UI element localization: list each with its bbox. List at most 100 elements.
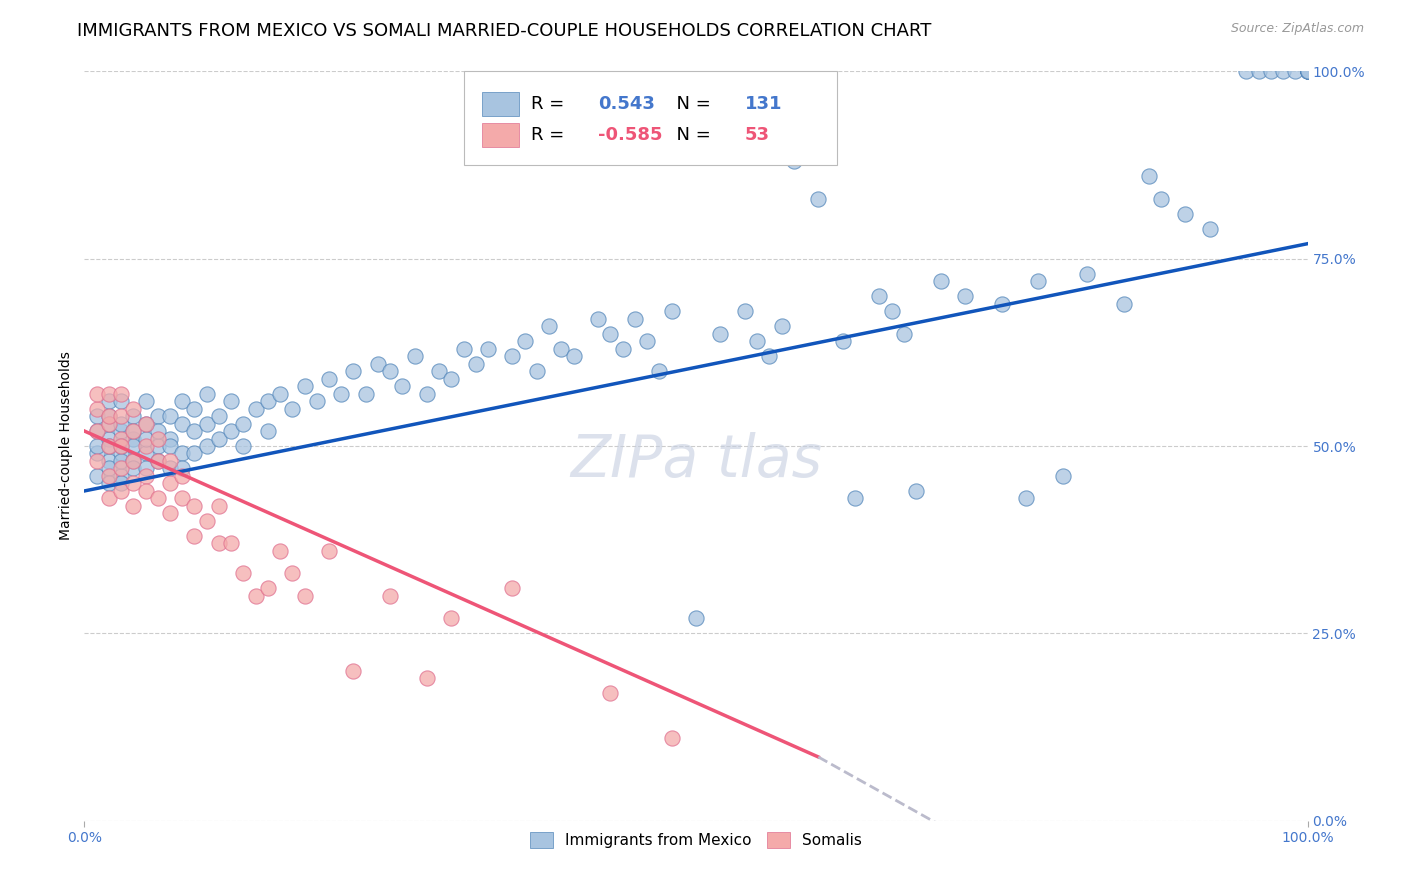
Point [208, 499, 231, 513]
Point [110, 469, 132, 483]
Point [122, 454, 145, 468]
Point [502, 582, 524, 596]
Point [586, 311, 609, 326]
Point [477, 342, 499, 356]
Point [135, 394, 157, 409]
Point [122, 432, 145, 446]
Point [1272, 64, 1295, 78]
Point [172, 417, 194, 431]
Point [269, 544, 291, 558]
Point [440, 371, 463, 385]
Point [342, 664, 364, 678]
Point [440, 611, 463, 625]
Point [135, 469, 157, 483]
Point [110, 409, 132, 423]
Point [624, 311, 647, 326]
Point [172, 461, 194, 475]
Point [97, 469, 120, 483]
Point [953, 289, 976, 303]
Point [807, 192, 830, 206]
Point [734, 304, 756, 318]
Point [380, 589, 402, 603]
Point [122, 499, 145, 513]
Point [380, 364, 402, 378]
Point [110, 483, 132, 498]
Point [110, 446, 132, 460]
Point [110, 476, 132, 491]
Point [367, 357, 389, 371]
Point [110, 424, 132, 438]
Point [453, 342, 475, 356]
Text: N =: N = [665, 126, 717, 144]
Point [146, 432, 169, 446]
Point [122, 439, 145, 453]
FancyBboxPatch shape [464, 71, 837, 165]
Point [1296, 64, 1319, 78]
Point [159, 432, 181, 446]
Point [86, 469, 108, 483]
Point [146, 454, 169, 468]
Point [1015, 491, 1038, 506]
Point [1296, 64, 1319, 78]
Point [183, 424, 205, 438]
Point [391, 379, 413, 393]
Point [97, 417, 120, 431]
Point [110, 454, 132, 468]
Point [97, 394, 120, 409]
Text: IMMIGRANTS FROM MEXICO VS SOMALI MARRIED-COUPLE HOUSEHOLDS CORRELATION CHART: IMMIGRANTS FROM MEXICO VS SOMALI MARRIED… [77, 22, 932, 40]
Point [1076, 267, 1098, 281]
Point [257, 394, 280, 409]
Point [135, 432, 157, 446]
Point [172, 446, 194, 460]
Point [1174, 207, 1197, 221]
Point [416, 386, 439, 401]
Point [1247, 64, 1270, 78]
Point [195, 514, 218, 528]
Point [183, 499, 205, 513]
Point [122, 424, 145, 438]
Point [269, 386, 291, 401]
Point [1296, 64, 1319, 78]
Point [1198, 221, 1220, 235]
Point [86, 409, 108, 423]
Y-axis label: Married-couple Households: Married-couple Households [59, 351, 73, 541]
Point [747, 334, 769, 348]
Point [97, 461, 120, 475]
Point [783, 154, 806, 169]
Point [86, 454, 108, 468]
Point [97, 417, 120, 431]
Point [1114, 296, 1136, 310]
Point [1296, 64, 1319, 78]
Point [97, 409, 120, 423]
Point [122, 401, 145, 416]
Point [159, 476, 181, 491]
Point [159, 461, 181, 475]
Point [219, 394, 242, 409]
Point [146, 409, 169, 423]
Point [599, 326, 621, 341]
Point [159, 439, 181, 453]
Point [869, 289, 891, 303]
Point [122, 461, 145, 475]
Point [110, 439, 132, 453]
Point [636, 334, 658, 348]
Point [538, 319, 561, 334]
Point [831, 334, 853, 348]
Point [709, 326, 731, 341]
Point [86, 424, 108, 438]
Point [758, 349, 780, 363]
Point [86, 401, 108, 416]
Point [232, 566, 254, 581]
Point [97, 439, 120, 453]
Point [146, 439, 169, 453]
Point [427, 364, 450, 378]
Point [232, 439, 254, 453]
Point [1296, 64, 1319, 78]
Point [122, 424, 145, 438]
Point [183, 401, 205, 416]
Point [502, 349, 524, 363]
Point [110, 394, 132, 409]
Point [232, 417, 254, 431]
Point [612, 342, 634, 356]
Point [1137, 169, 1160, 184]
